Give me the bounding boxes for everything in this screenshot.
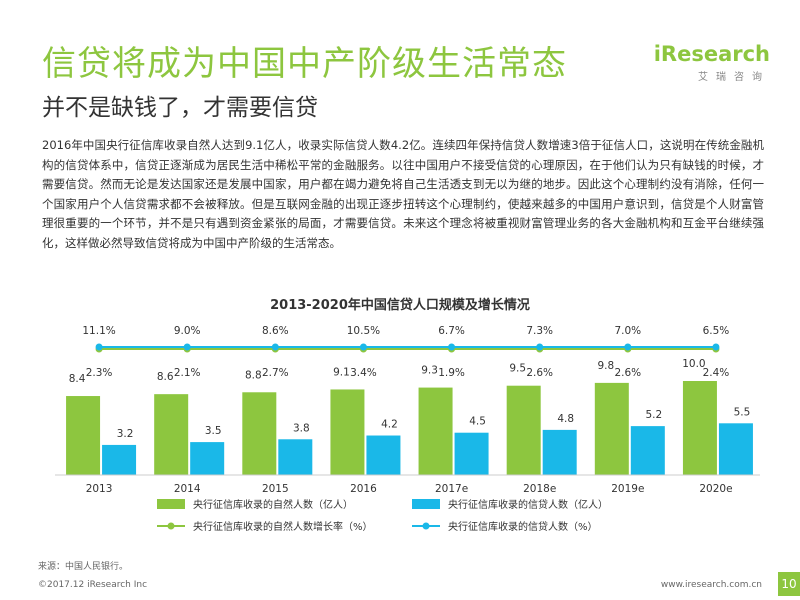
legend-label-3: 央行征信库收录的信贷人数（%） — [448, 520, 598, 533]
bar-0-6 — [594, 382, 629, 475]
legend-label-0: 央行征信库收录的自然人数（亿人） — [193, 498, 353, 511]
line-label-1-4: 6.7% — [438, 325, 465, 337]
bar-0-1 — [154, 394, 189, 475]
x-tick-3: 2016 — [350, 483, 377, 495]
legend-swatch-0 — [157, 499, 185, 509]
bar-label-1-7: 5.5 — [734, 406, 751, 418]
bar-0-4 — [418, 387, 453, 475]
line-label-0-3: 3.4% — [350, 367, 377, 379]
line-label-1-5: 7.3% — [526, 325, 553, 337]
bar-label-0-2: 8.8 — [245, 369, 262, 381]
line-label-1-6: 7.0% — [614, 325, 641, 337]
bar-1-2 — [278, 439, 313, 475]
line-label-0-6: 2.6% — [614, 367, 641, 379]
logo-text: iResearch — [653, 42, 770, 66]
bar-0-3 — [330, 389, 365, 475]
bar-1-6 — [630, 426, 665, 475]
line-label-0-4: 1.9% — [438, 367, 465, 379]
line-label-0-7: 2.4% — [703, 367, 730, 379]
x-tick-6: 2019e — [611, 483, 644, 495]
line-point-1-0 — [95, 343, 103, 351]
line-label-0-2: 2.7% — [262, 367, 289, 379]
bar-label-1-1: 3.5 — [205, 425, 222, 437]
bar-1-4 — [454, 432, 489, 475]
page-number: 10 — [778, 572, 800, 596]
x-tick-7: 2020e — [699, 483, 732, 495]
bar-label-0-5: 9.5 — [509, 363, 526, 375]
line-label-1-7: 6.5% — [703, 325, 730, 337]
bar-0-0 — [66, 396, 101, 475]
line-label-1-3: 10.5% — [347, 325, 380, 337]
chart-title: 2013-2020年中国信贷人口规模及增长情况 — [270, 297, 530, 313]
bar-label-1-4: 4.5 — [469, 416, 486, 428]
bar-label-0-6: 9.8 — [597, 360, 614, 372]
bar-label-0-1: 8.6 — [157, 371, 174, 383]
x-tick-2: 2015 — [262, 483, 289, 495]
copyright: ©2017.12 iResearch Inc — [38, 580, 148, 590]
bar-label-0-4: 9.3 — [421, 365, 438, 377]
line-point-1-1 — [183, 343, 191, 351]
line-label-1-0: 11.1% — [82, 325, 115, 337]
line-label-1-1: 9.0% — [174, 325, 201, 337]
line-label-0-5: 2.6% — [526, 367, 553, 379]
bar-label-0-7: 10.0 — [682, 358, 705, 370]
bar-0-7 — [682, 381, 717, 475]
line-point-1-4 — [448, 343, 456, 351]
legend-marker-2 — [167, 522, 175, 530]
legend-marker-3 — [422, 522, 430, 530]
bar-label-1-3: 4.2 — [381, 419, 398, 431]
page-title: 信贷将成为中国中产阶级生活常态 — [42, 44, 567, 84]
legend-label-2: 央行征信库收录的自然人数增长率（%） — [193, 520, 373, 533]
bar-label-0-3: 9.1 — [333, 366, 350, 378]
line-point-1-7 — [712, 343, 720, 351]
website-url: www.iresearch.com.cn — [660, 580, 762, 590]
bar-label-1-5: 4.8 — [557, 413, 574, 425]
x-tick-4: 2017e — [435, 483, 468, 495]
bar-1-3 — [366, 435, 401, 475]
line-label-0-1: 2.1% — [174, 367, 201, 379]
line-point-1-5 — [536, 343, 544, 351]
bar-label-0-0: 8.4 — [69, 373, 86, 385]
page-subtitle: 并不是缺钱了，才需要信贷 — [42, 95, 318, 121]
body-paragraph: 2016年中国央行征信库收录自然人达到9.1亿人，收录实际信贷人数4.2亿。连续… — [42, 138, 764, 250]
source-note: 来源：中国人民银行。 — [38, 562, 129, 572]
bar-label-1-0: 3.2 — [117, 428, 134, 440]
line-label-0-0: 2.3% — [86, 367, 113, 379]
bar-1-7 — [718, 423, 753, 475]
bar-label-1-2: 3.8 — [293, 422, 310, 434]
legend-label-1: 央行征信库收录的信贷人数（亿人） — [448, 498, 608, 511]
legend-swatch-1 — [412, 499, 440, 509]
credit-population-chart: 2013-2020年中国信贷人口规模及增长情况 2.3% 2.1% 2.7% 3.4% 1… — [55, 297, 760, 533]
x-tick-5: 2018e — [523, 483, 556, 495]
bar-label-1-6: 5.2 — [645, 409, 662, 421]
bar-1-5 — [542, 429, 577, 475]
bar-1-0 — [102, 444, 137, 475]
bar-0-2 — [242, 392, 277, 475]
x-tick-1: 2014 — [174, 483, 201, 495]
logo-subtext: 艾瑞咨询 — [698, 72, 770, 83]
x-tick-0: 2013 — [86, 483, 113, 495]
line-point-1-2 — [271, 343, 279, 351]
line-label-1-2: 8.6% — [262, 325, 289, 337]
bar-1-1 — [190, 442, 225, 475]
bar-0-5 — [506, 385, 541, 475]
iresearch-logo: iResearch 艾瑞咨询 — [654, 42, 770, 83]
line-point-1-3 — [359, 343, 367, 351]
line-point-1-6 — [624, 343, 632, 351]
